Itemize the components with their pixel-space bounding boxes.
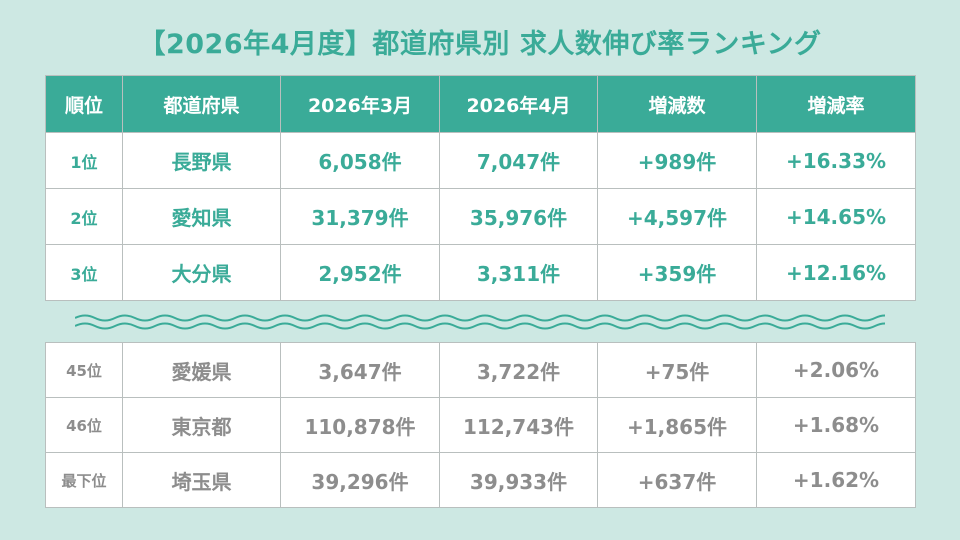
change-cell: +359件 — [597, 244, 757, 301]
wave-line-top — [75, 314, 885, 322]
rate-cell: +14.65% — [756, 188, 916, 245]
rank-cell: 45位 — [45, 342, 123, 398]
prefecture-cell: 愛知県 — [122, 188, 281, 245]
header-rate: 増減率 — [756, 75, 916, 133]
bottom-ranking-table: 45位 愛媛県 3,647件 3,722件 +75件 +2.06% 46位 東京… — [45, 342, 916, 508]
table-row: 最下位 埼玉県 39,296件 39,933件 +637件 +1.62% — [45, 452, 916, 508]
april-cell: 3,722件 — [439, 342, 598, 398]
top-ranking-table: 順位 都道府県 2026年3月 2026年4月 増減数 増減率 1位 長野県 6… — [45, 75, 916, 301]
change-cell: +637件 — [597, 452, 757, 508]
table-row: 3位 大分県 2,952件 3,311件 +359件 +12.16% — [45, 244, 916, 301]
table-row: 2位 愛知県 31,379件 35,976件 +4,597件 +14.65% — [45, 188, 916, 245]
header-prefecture: 都道府県 — [122, 75, 281, 133]
prefecture-cell: 愛媛県 — [122, 342, 281, 398]
april-cell: 39,933件 — [439, 452, 598, 508]
prefecture-cell: 東京都 — [122, 397, 281, 453]
march-cell: 39,296件 — [280, 452, 440, 508]
change-cell: +989件 — [597, 132, 757, 189]
header-rank: 順位 — [45, 75, 123, 133]
march-cell: 110,878件 — [280, 397, 440, 453]
header-change: 増減数 — [597, 75, 757, 133]
rate-cell: +12.16% — [756, 244, 916, 301]
march-cell: 2,952件 — [280, 244, 440, 301]
table-row: 1位 長野県 6,058件 7,047件 +989件 +16.33% — [45, 132, 916, 189]
prefecture-cell: 大分県 — [122, 244, 281, 301]
table-row: 46位 東京都 110,878件 112,743件 +1,865件 +1.68% — [45, 397, 916, 453]
change-cell: +75件 — [597, 342, 757, 398]
prefecture-cell: 長野県 — [122, 132, 281, 189]
april-cell: 3,311件 — [439, 244, 598, 301]
april-cell: 35,976件 — [439, 188, 598, 245]
table-header-row: 順位 都道府県 2026年3月 2026年4月 増減数 増減率 — [45, 75, 916, 133]
march-cell: 3,647件 — [280, 342, 440, 398]
table-row: 45位 愛媛県 3,647件 3,722件 +75件 +2.06% — [45, 342, 916, 398]
wave-line-bottom — [75, 322, 885, 330]
rank-cell: 46位 — [45, 397, 123, 453]
rank-cell: 2位 — [45, 188, 123, 245]
rate-cell: +1.62% — [756, 452, 916, 508]
prefecture-cell: 埼玉県 — [122, 452, 281, 508]
change-cell: +1,865件 — [597, 397, 757, 453]
march-cell: 31,379件 — [280, 188, 440, 245]
april-cell: 7,047件 — [439, 132, 598, 189]
rate-cell: +2.06% — [756, 342, 916, 398]
change-cell: +4,597件 — [597, 188, 757, 245]
april-cell: 112,743件 — [439, 397, 598, 453]
header-march: 2026年3月 — [280, 75, 440, 133]
march-cell: 6,058件 — [280, 132, 440, 189]
rate-cell: +1.68% — [756, 397, 916, 453]
page-title: 【2026年4月度】都道府県別 求人数伸び率ランキング — [138, 29, 822, 60]
wave-divider — [75, 314, 885, 330]
rank-cell: 3位 — [45, 244, 123, 301]
header-april: 2026年4月 — [439, 75, 598, 133]
rate-cell: +16.33% — [756, 132, 916, 189]
rank-cell: 1位 — [45, 132, 123, 189]
rank-cell: 最下位 — [45, 452, 123, 508]
